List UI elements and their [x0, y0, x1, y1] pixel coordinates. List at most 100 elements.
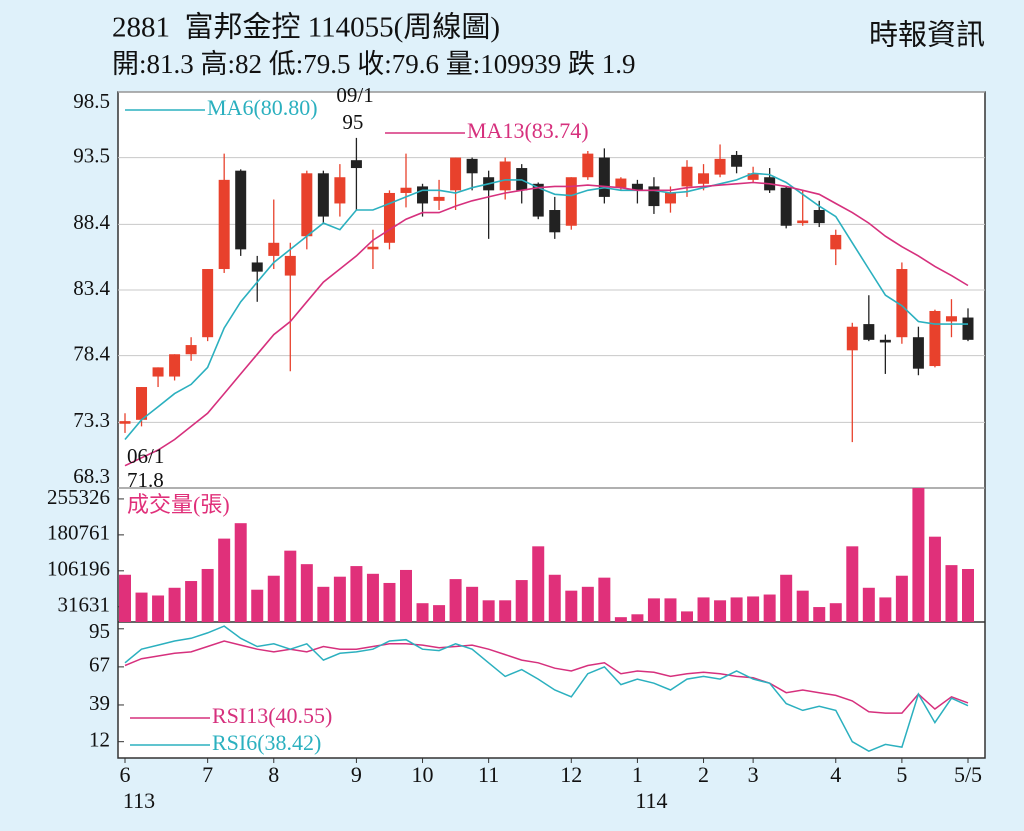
volume-bar	[796, 590, 809, 622]
legend-label: MA6(80.80)	[207, 95, 318, 120]
candle-body	[879, 339, 891, 343]
volume-bar	[548, 574, 561, 622]
y-tick-label: 68.3	[73, 464, 110, 488]
candle-body	[400, 187, 412, 193]
x-tick-label: 5	[896, 762, 907, 787]
x-tick-label: 4	[830, 762, 841, 787]
candle-body	[433, 196, 445, 201]
volume-bar	[598, 577, 611, 622]
volume-bar	[366, 573, 379, 622]
candle-body	[863, 324, 875, 340]
volume-bar	[730, 597, 743, 622]
candle-body	[367, 246, 379, 250]
rsi-line	[124, 640, 969, 714]
x-tick-label: 12	[560, 762, 582, 787]
ma-line	[124, 172, 968, 441]
candle-body	[962, 317, 974, 340]
volume-bar	[945, 565, 958, 622]
candle-body	[350, 160, 362, 169]
y-tick-label: 31631	[58, 593, 111, 617]
candle-body	[648, 186, 660, 207]
year-label: 114	[635, 788, 667, 813]
x-tick-label: 3	[748, 762, 759, 787]
chart-title: 2881 富邦金控 114055(周線圖)	[112, 11, 500, 44]
y-tick-label: 78.4	[73, 341, 110, 365]
candle-body	[251, 262, 263, 272]
volume-bar	[119, 574, 131, 622]
volume-bar	[962, 569, 974, 622]
y-tick-label: 88.4	[73, 210, 110, 234]
volume-bar	[499, 600, 512, 622]
volume-bar	[846, 546, 859, 622]
candle-body	[152, 367, 164, 377]
annotation: 09/1	[336, 83, 373, 107]
volume-bar	[895, 575, 908, 622]
x-tick-label: 9	[351, 762, 362, 787]
candle-body	[383, 192, 395, 243]
candle-body	[235, 170, 247, 250]
volume-bar	[912, 488, 925, 622]
y-tick-label: 93.5	[73, 143, 110, 167]
candle-body	[417, 186, 429, 204]
volume-bar	[168, 587, 181, 622]
candle-body	[813, 210, 825, 224]
volume-bar	[433, 605, 446, 622]
candle-body	[598, 157, 610, 197]
volume-bar	[416, 603, 429, 622]
volume-bar	[466, 586, 479, 622]
x-tick-label: 7	[202, 762, 213, 787]
volume-bar	[647, 598, 660, 622]
candle-body	[664, 192, 676, 204]
plot-area	[117, 91, 986, 759]
volume-bar	[218, 538, 231, 622]
candle-body	[896, 269, 908, 338]
volume-bar	[201, 568, 214, 622]
candle-body	[681, 166, 693, 187]
volume-bar	[234, 523, 247, 622]
y-tick-label: 39	[89, 691, 110, 715]
y-tick-label: 67	[89, 653, 110, 677]
candle-body	[582, 153, 594, 178]
candle-body	[499, 161, 511, 191]
year-label: 113	[123, 788, 155, 813]
candle-body	[317, 173, 329, 217]
candle-body	[747, 173, 759, 180]
annotation: 95	[342, 110, 363, 134]
candle-body	[284, 255, 296, 276]
ma-line	[124, 181, 969, 467]
volume-bar	[664, 598, 677, 622]
y-tick-label: 180761	[47, 521, 110, 545]
volume-bar	[532, 546, 545, 622]
volume-bar	[449, 579, 462, 622]
x-tick-label: 11	[478, 762, 499, 787]
volume-bar	[581, 586, 594, 622]
candle-body	[202, 269, 214, 338]
x-tick-label: 1	[632, 762, 643, 787]
candle-body	[450, 157, 462, 191]
legend-label: RSI13(40.55)	[212, 703, 332, 728]
candle-body	[334, 177, 346, 204]
volume-bar	[185, 581, 198, 622]
candle-body	[846, 326, 858, 351]
candle-body	[169, 354, 181, 377]
annotation: 06/1	[127, 444, 164, 468]
y-tick-label: 95	[89, 619, 110, 643]
volume-bar	[879, 597, 892, 622]
legend-label: RSI6(38.42)	[212, 730, 321, 755]
volume-bar	[780, 574, 793, 622]
volume-bar	[928, 536, 941, 622]
candle-body	[912, 337, 924, 369]
y-tick-label: 12	[89, 727, 110, 751]
y-tick-label: 98.5	[73, 89, 110, 113]
volume-bar	[763, 594, 776, 622]
candle-body	[615, 178, 627, 188]
volume-bar	[697, 597, 710, 622]
y-tick-label: 73.3	[73, 408, 110, 432]
volume-bar	[614, 617, 627, 622]
x-tick-label: 8	[268, 762, 279, 787]
candle-body	[532, 183, 544, 217]
candle-body	[731, 154, 743, 167]
x-tick-label: 10	[412, 762, 434, 787]
quote-line: 開:81.3 高:82 低:79.5 收:79.6 量:109939 跌 1.9	[112, 49, 636, 79]
candle-body	[631, 183, 643, 191]
